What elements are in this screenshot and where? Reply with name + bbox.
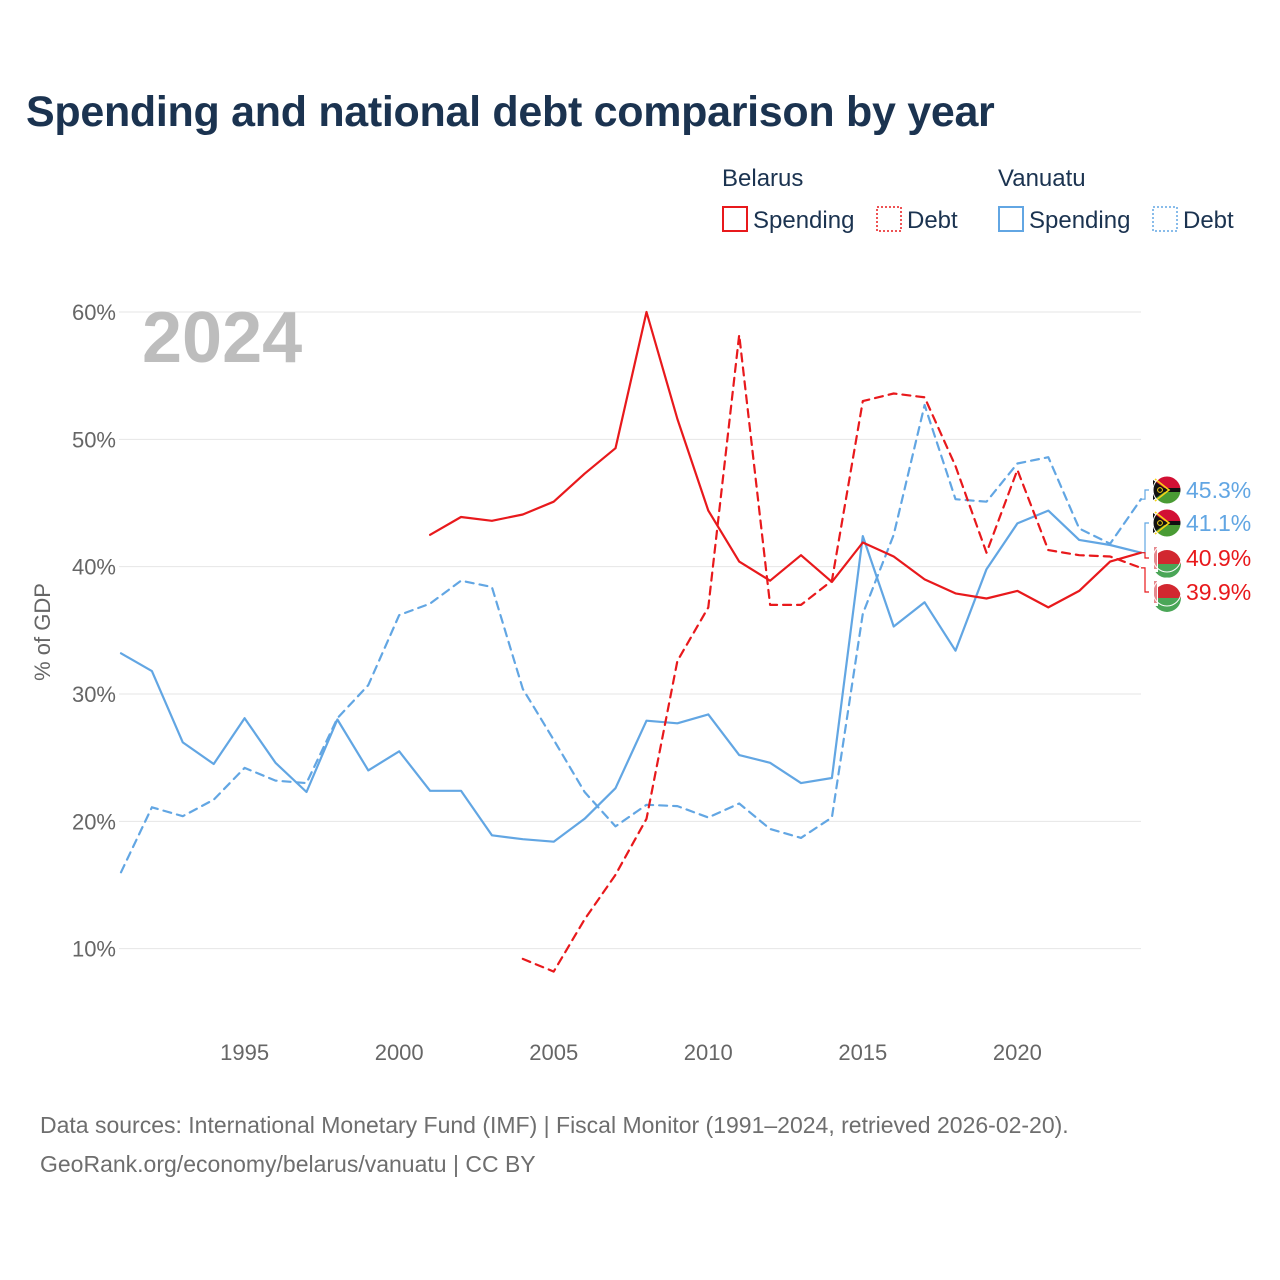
legend-label-debt[interactable]: Debt	[907, 207, 958, 234]
x-tick-label: 2015	[838, 1040, 887, 1065]
legend-label-spending[interactable]: Spending	[1029, 207, 1130, 234]
source-link[interactable]: GeoRank.org/economy/belarus/vanuatu | CC…	[40, 1151, 536, 1177]
x-tick-label: 2010	[684, 1040, 733, 1065]
series-line-belarus-debt	[521, 333, 1143, 973]
end-labels: 45.3% 41.1% 40.9% 39.9%	[1141, 475, 1251, 612]
y-tick-label: 40%	[72, 555, 116, 580]
footer: Data sources: International Monetary Fun…	[40, 1106, 1069, 1184]
legend-group-vanuatu: Vanuatu	[998, 165, 1086, 192]
legend-swatch-dotted[interactable]	[1152, 206, 1178, 232]
chart-title: Spending and national debt comparison by…	[26, 88, 995, 136]
end-label-connector	[1141, 567, 1149, 593]
x-tick-labels: 1995 2000 2005 2010 2015 2020	[220, 1040, 1042, 1065]
series-line-vanuatu-spending	[119, 509, 1143, 843]
x-tick-label: 2020	[993, 1040, 1042, 1065]
end-label-connector	[1141, 522, 1149, 554]
legend: Belarus Spending Debt Vanuatu Spending Debt	[722, 165, 1234, 234]
series-layer	[119, 310, 1143, 973]
end-label-value: 39.9%	[1186, 579, 1251, 605]
legend-swatch-dotted[interactable]	[876, 206, 902, 232]
vanuatu-flag-icon	[1152, 508, 1182, 538]
y-tick-label: 30%	[72, 682, 116, 707]
belarus-flag-icon	[1152, 543, 1182, 578]
grid	[119, 311, 1141, 950]
y-tick-label: 20%	[72, 809, 116, 834]
data-sources: Data sources: International Monetary Fun…	[40, 1112, 1069, 1138]
x-tick-label: 2005	[529, 1040, 578, 1065]
end-label-connector	[1141, 489, 1149, 500]
year-stamp: 2024	[142, 298, 302, 378]
vanuatu-flag-icon	[1152, 475, 1182, 505]
legend-label-debt[interactable]: Debt	[1183, 207, 1234, 234]
y-tick-labels: 10% 20% 30% 40% 50% 60%	[72, 300, 116, 962]
belarus-flag-icon	[1152, 577, 1182, 612]
series-line-vanuatu-debt	[119, 403, 1143, 874]
legend-swatch-solid[interactable]	[998, 206, 1024, 232]
x-tick-label: 2000	[375, 1040, 424, 1065]
y-tick-label: 60%	[72, 300, 116, 325]
x-tick-label: 1995	[220, 1040, 269, 1065]
legend-swatch-solid[interactable]	[722, 206, 748, 232]
end-label-value: 45.3%	[1186, 477, 1251, 503]
series-line-belarus-spending	[429, 310, 1143, 609]
y-axis-label: % of GDP	[30, 583, 55, 681]
y-tick-label: 10%	[72, 937, 116, 962]
end-label-connector	[1141, 552, 1149, 559]
end-label-value: 40.9%	[1186, 545, 1251, 571]
end-label-value: 41.1%	[1186, 510, 1251, 536]
legend-group-belarus: Belarus	[722, 165, 803, 192]
legend-label-spending[interactable]: Spending	[753, 207, 854, 234]
y-tick-label: 50%	[72, 427, 116, 452]
